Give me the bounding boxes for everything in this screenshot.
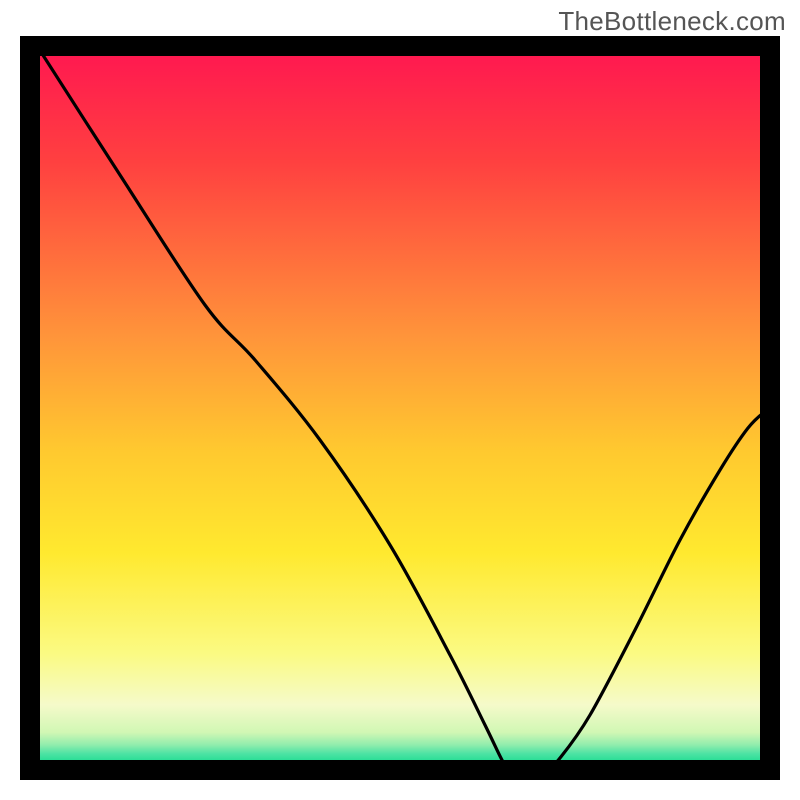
chart-container: TheBottleneck.com [0, 0, 800, 800]
bottleneck-chart [0, 0, 800, 800]
gradient-background [30, 46, 770, 770]
watermark-text: TheBottleneck.com [558, 6, 786, 37]
